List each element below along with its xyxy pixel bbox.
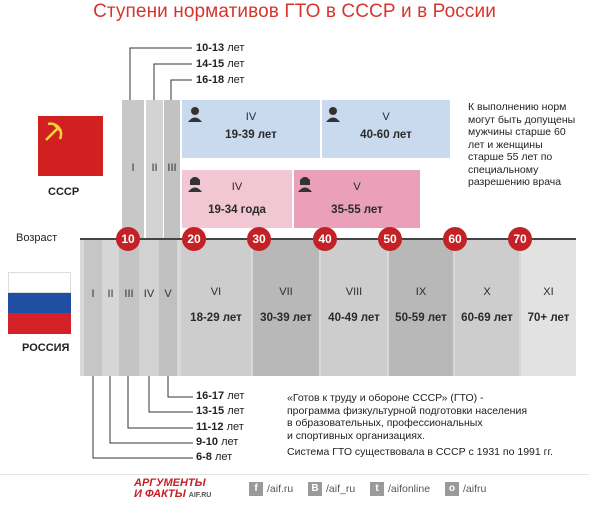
russia-stage-ix: IX 50-59 лет: [389, 240, 453, 376]
age-marker-20: 20: [182, 227, 206, 251]
footer-divider: [0, 474, 589, 475]
odnoklassniki-link[interactable]: o/aifru: [445, 482, 486, 496]
man-icon: [326, 107, 340, 122]
russia-stage-vi: VI 18-29 лет: [181, 240, 251, 376]
ussr-flag: [38, 116, 103, 176]
ussr-label: СССР: [48, 186, 80, 198]
ussr-men-stage-v: V 40-60 лет: [322, 100, 450, 158]
russia-stage-x: X 60-69 лет: [455, 240, 519, 376]
age-marker-40: 40: [313, 227, 337, 251]
man-icon: [188, 107, 202, 122]
ussr-stage-iii: III: [164, 100, 180, 238]
odnoklassniki-icon: o: [445, 482, 459, 496]
russia-label: РОССИЯ: [22, 342, 70, 354]
facebook-link[interactable]: f/aif.ru: [249, 482, 293, 496]
aif-logo[interactable]: АРГУМЕНТЫ И ФАКТЫ AIF.RU: [134, 477, 212, 500]
russia-flag: [8, 272, 71, 334]
russia-stage-viii: VIII 40-49 лет: [321, 240, 387, 376]
hammer-sickle-icon: [45, 122, 63, 141]
woman-icon: [188, 177, 202, 192]
russia-stage-vii: VII 30-39 лет: [253, 240, 319, 376]
vk-icon: В: [308, 482, 322, 496]
woman-icon: [298, 177, 312, 192]
ussr-age-label-3: 16-18 лет: [196, 74, 245, 86]
age-marker-70: 70: [508, 227, 532, 251]
russia-stage-i: I: [84, 240, 102, 376]
ussr-note: К выполнению норм могут быть допущены му…: [468, 101, 576, 188]
age-marker-50: 50: [378, 227, 402, 251]
russia-stage-v: V: [159, 240, 177, 376]
russia-age-label-iii: 11-12 лет: [196, 421, 244, 433]
twitter-link[interactable]: t/aifonline: [370, 482, 430, 496]
vk-link[interactable]: В/aif_ru: [308, 482, 355, 496]
ussr-age-label-2: 14-15 лет: [196, 58, 245, 70]
age-marker-10: 10: [116, 227, 140, 251]
ussr-women-stage-v: V 35-55 лет: [294, 170, 420, 228]
ussr-men-stage-iv: IV 19-39 лет: [182, 100, 320, 158]
facebook-icon: f: [249, 482, 263, 496]
russia-age-label-i: 6-8 лет: [196, 451, 233, 463]
russia-age-label-ii: 9-10 лет: [196, 436, 239, 448]
twitter-icon: t: [370, 482, 384, 496]
russia-stage-iv: IV: [139, 240, 159, 376]
ussr-stage-ii: II: [146, 100, 163, 238]
axis-label: Возраст: [16, 232, 58, 244]
gto-description: «Готов к труду и обороне СССР» (ГТО) - п…: [287, 392, 553, 458]
age-marker-30: 30: [247, 227, 271, 251]
ussr-women-stage-iv: IV 19-34 года: [182, 170, 292, 228]
russia-stage-xi: XI 70+ лет: [521, 240, 576, 376]
russia-age-label-iv: 13-15 лет: [196, 405, 245, 417]
russia-age-label-v: 16-17 лет: [196, 390, 245, 402]
age-marker-60: 60: [443, 227, 467, 251]
ussr-age-label-1: 10-13 лет: [196, 42, 245, 54]
russia-stage-ii: II: [102, 240, 119, 376]
russia-stage-iii: III: [119, 240, 139, 376]
ussr-stage-i: I: [122, 100, 144, 238]
page-title: Ступени нормативов ГТО в СССР и в России: [93, 1, 496, 22]
